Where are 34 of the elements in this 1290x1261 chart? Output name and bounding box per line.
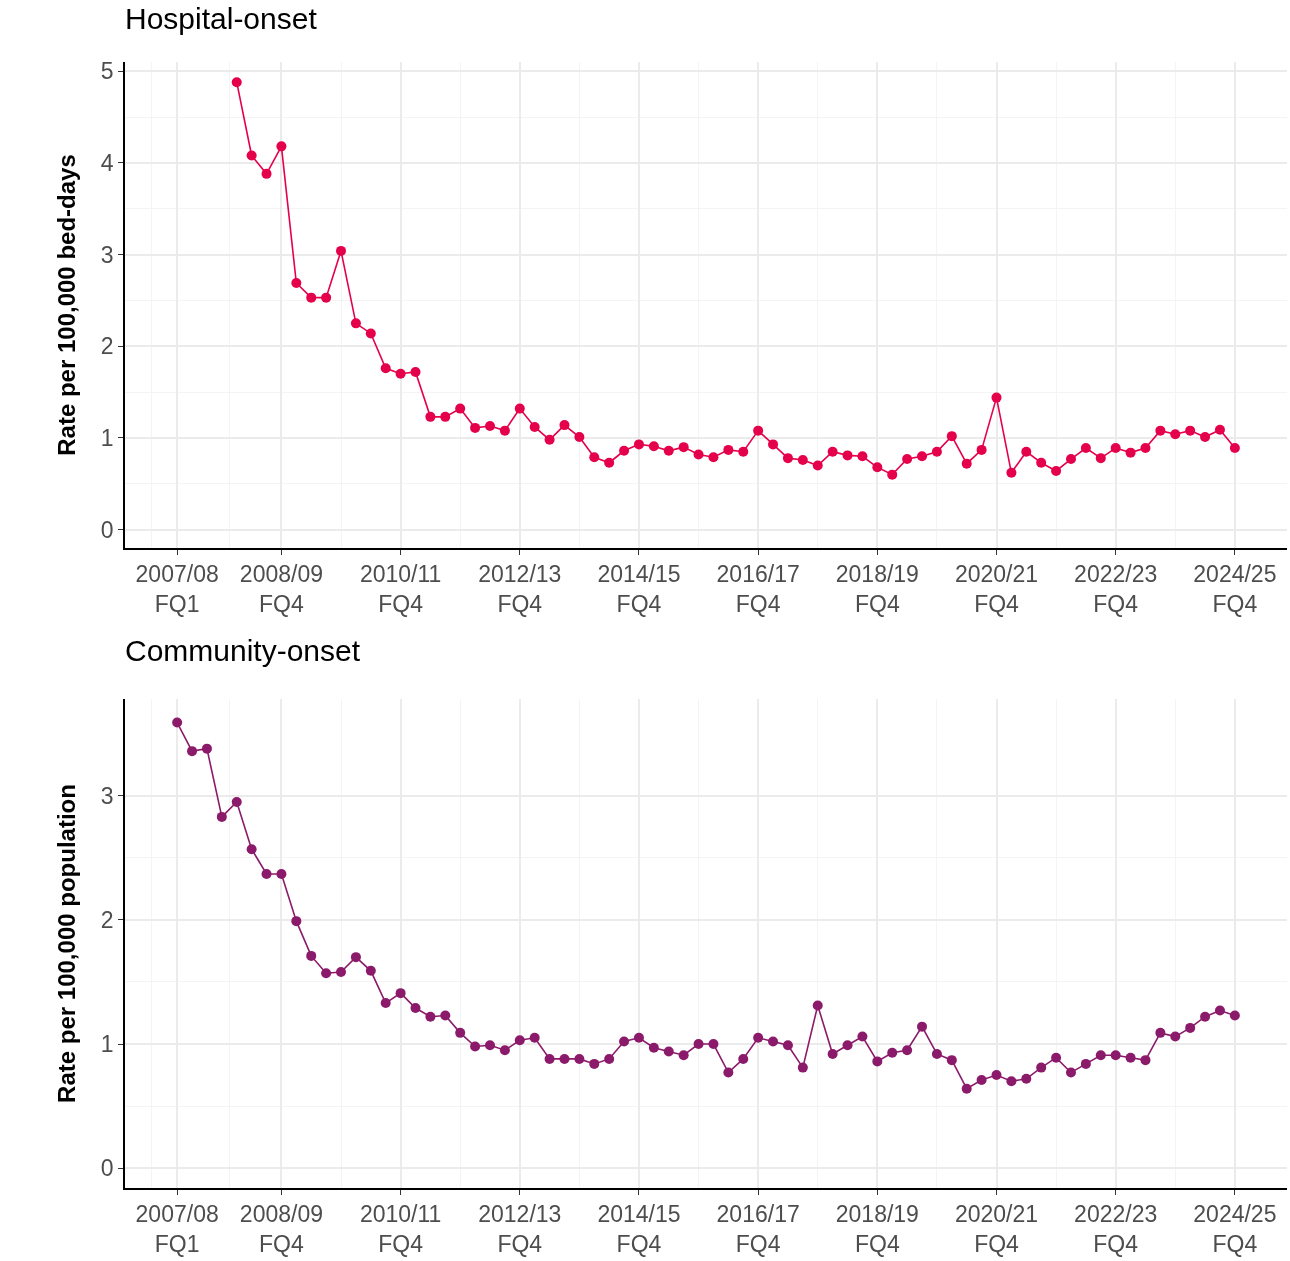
x-tick-label: 2020/21 FQ4: [954, 561, 1039, 618]
y-tick-label: 0: [100, 516, 114, 543]
x-tick-label: 2020/21 FQ4: [954, 1201, 1039, 1258]
chart-title: Community-onset: [125, 634, 361, 667]
x-tick-label: 2022/23 FQ4: [1074, 561, 1158, 618]
y-tick-label: 3: [100, 241, 114, 268]
y-tick-label: 1: [100, 425, 114, 452]
x-tick-label: 2007/08 FQ1: [135, 1201, 219, 1258]
x-tick-label: 2022/23 FQ4: [1074, 1201, 1158, 1258]
x-tick-label: 2014/15 FQ4: [597, 561, 681, 618]
y-tick-label: 2: [100, 333, 114, 360]
x-tick-label: 2008/09 FQ4: [239, 561, 323, 618]
x-tick-label: 2007/08 FQ1: [135, 561, 219, 618]
x-tick-label: 2010/11 FQ4: [359, 1201, 442, 1258]
x-tick-label: 2012/13 FQ4: [478, 561, 562, 618]
x-tick-label: 2010/11 FQ4: [359, 561, 442, 618]
x-tick-label: 2018/19 FQ4: [835, 561, 919, 618]
x-tick-label: 2016/17 FQ4: [716, 1201, 800, 1258]
x-tick-label: 2008/09 FQ4: [239, 1201, 323, 1258]
y-tick-label: 4: [100, 149, 114, 176]
y-tick-label: 1: [100, 1031, 114, 1058]
x-tick-label: 2024/25 FQ4: [1193, 561, 1277, 618]
y-axis-title: Rate per 100,000 bed-days: [53, 154, 81, 456]
y-axis-title: Rate per 100,000 population: [53, 784, 81, 1103]
x-tick-label: 2012/13 FQ4: [478, 1201, 562, 1258]
x-tick-label: 2024/25 FQ4: [1193, 1201, 1277, 1258]
x-tick-label: 2014/15 FQ4: [597, 1201, 681, 1258]
y-tick-label: 5: [100, 58, 114, 85]
y-tick-label: 3: [100, 782, 114, 809]
y-tick-label: 0: [100, 1155, 114, 1182]
x-tick-label: 2018/19 FQ4: [835, 1201, 919, 1258]
chart-title: Hospital-onset: [125, 2, 318, 35]
x-tick-label: 2016/17 FQ4: [716, 561, 800, 618]
y-tick-label: 2: [100, 906, 114, 933]
